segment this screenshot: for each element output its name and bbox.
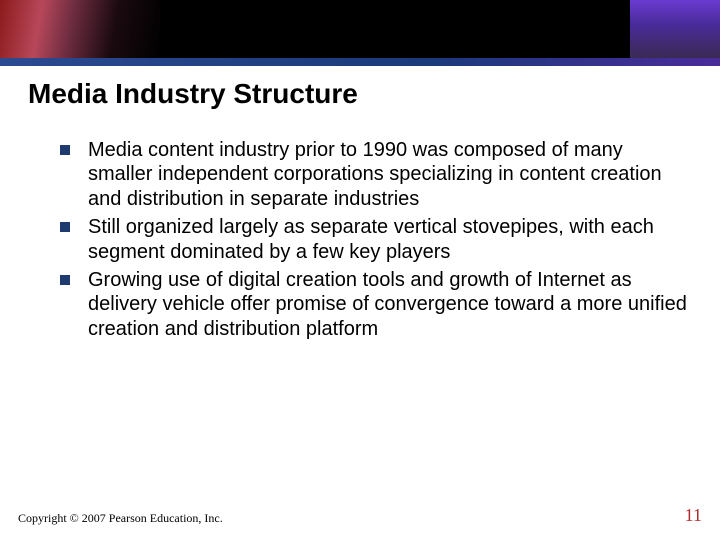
- banner-accent-left: [0, 0, 160, 60]
- list-item: Growing use of digital creation tools an…: [60, 268, 692, 341]
- copyright-text: Copyright © 2007 Pearson Education, Inc.: [18, 511, 223, 526]
- banner-accent-right: [630, 0, 720, 60]
- top-banner: [0, 0, 720, 60]
- slide-title: Media Industry Structure: [28, 78, 692, 110]
- slide-content: Media Industry Structure Media content i…: [0, 60, 720, 341]
- banner-underline: [0, 58, 720, 66]
- page-number: 11: [685, 505, 702, 526]
- list-item: Media content industry prior to 1990 was…: [60, 138, 692, 211]
- slide-footer: Copyright © 2007 Pearson Education, Inc.…: [18, 505, 702, 526]
- bullet-list: Media content industry prior to 1990 was…: [28, 138, 692, 341]
- list-item: Still organized largely as separate vert…: [60, 215, 692, 264]
